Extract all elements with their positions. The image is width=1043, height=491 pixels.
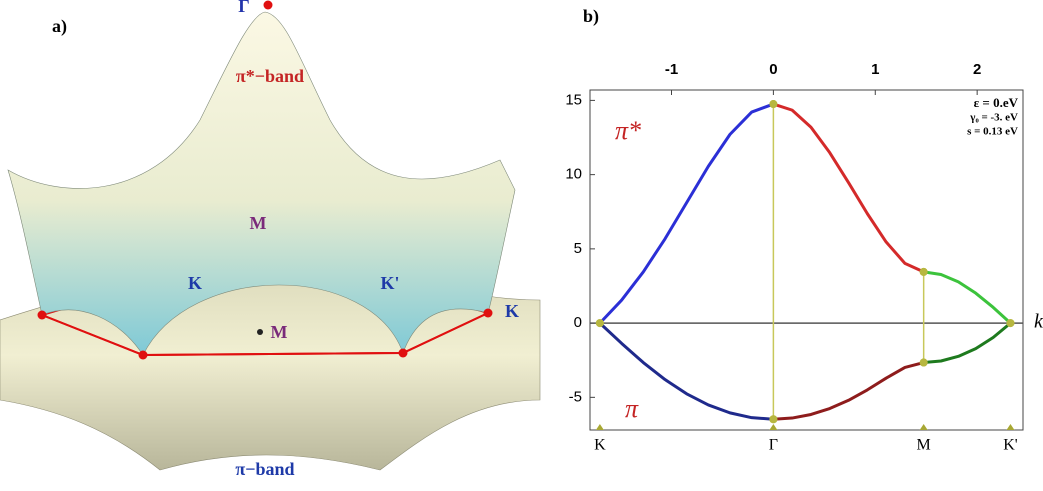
parameter: γ₀ = -3. eV — [969, 112, 1018, 124]
point-label: K — [505, 301, 519, 321]
x-tick-label: 1 — [871, 61, 879, 78]
gamma-label: Γ — [238, 0, 249, 16]
band-curve — [924, 272, 1011, 323]
band-curve — [773, 363, 923, 420]
symmetry-dot — [769, 415, 777, 423]
center-dot — [257, 329, 263, 335]
symmetry-marker — [1006, 424, 1014, 430]
figure: a) Γ π*−band M K K' M K π−band b) k π* π… — [0, 0, 1043, 491]
symmetry-dot — [920, 359, 928, 367]
symmetry-marker — [596, 424, 604, 430]
y-tick-label: 15 — [565, 91, 582, 108]
vertex — [264, 1, 273, 10]
x-axis-label: k — [1034, 311, 1043, 333]
y-tick-label: -5 — [569, 388, 582, 405]
point-label: M — [271, 322, 288, 342]
vertex — [38, 311, 47, 320]
vertex — [399, 349, 408, 358]
symmetry-label: K' — [1003, 437, 1018, 454]
lower-band-label: π−band — [235, 459, 294, 479]
symmetry-dot — [920, 268, 928, 276]
vertex — [484, 309, 493, 318]
point-label: K' — [380, 273, 399, 293]
symmetry-marker — [920, 424, 928, 430]
parameter: ε = 0.eV — [974, 95, 1019, 110]
x-tick-label: -1 — [665, 61, 678, 78]
panel-label: a) — [52, 16, 67, 37]
symmetry-label: Γ — [769, 437, 778, 454]
symmetry-marker — [769, 424, 777, 430]
band-curve — [924, 323, 1011, 362]
vertex — [139, 351, 148, 360]
y-tick-label: 10 — [565, 166, 582, 183]
x-tick-label: 2 — [973, 61, 981, 78]
panel-label: b) — [583, 6, 599, 27]
band-curve — [773, 104, 923, 272]
point-label: M — [250, 213, 267, 233]
page: a) Γ π*−band M K K' M K π−band b) k π* π… — [0, 0, 1043, 491]
upper-band-label: π*−band — [236, 66, 304, 86]
plot-frame — [590, 90, 1023, 430]
panel-a: a) Γ π*−band M K K' M K π−band — [0, 0, 540, 479]
y-tick-label: 5 — [574, 240, 582, 257]
y-tick-label: 0 — [574, 314, 582, 331]
symmetry-dot — [769, 100, 777, 108]
point-label: K — [188, 273, 202, 293]
parameter: s = 0.13 eV — [967, 126, 1018, 138]
symmetry-dot — [596, 319, 604, 327]
symmetry-label: M — [917, 437, 931, 454]
symmetry-label: K — [594, 437, 606, 454]
annotation: π — [625, 394, 639, 423]
x-tick-label: 0 — [769, 61, 777, 78]
symmetry-dot — [1006, 319, 1014, 327]
annotation: π* — [615, 116, 641, 145]
